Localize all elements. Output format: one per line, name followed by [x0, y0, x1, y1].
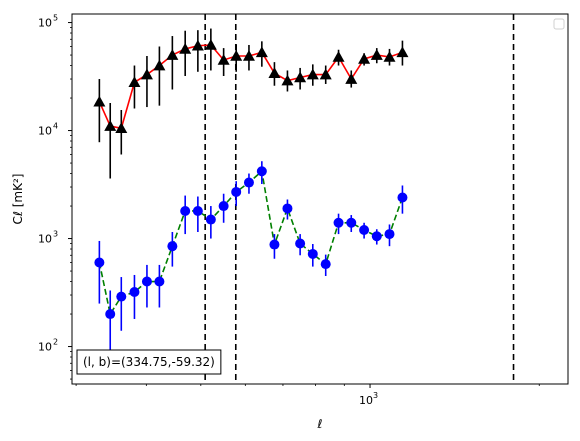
series-2 [94, 161, 408, 364]
data-point-triangle [140, 68, 153, 80]
series-1 [93, 28, 409, 179]
y-tick-label-exponent: 4 [53, 122, 58, 131]
legend [553, 18, 565, 30]
data-point-triangle [217, 54, 230, 65]
data-point-circle [384, 229, 395, 240]
annotation: (l, b)=(334.75,-59.32) [76, 349, 222, 375]
data-point-circle [243, 177, 254, 188]
data-point-circle [105, 309, 116, 320]
y-tick-label-exponent: 3 [53, 230, 58, 239]
x-tick-label: 10 [359, 394, 373, 407]
y-tick-label-exponent: 2 [53, 338, 58, 347]
data-point-triangle [179, 42, 192, 54]
data-point-circle [359, 224, 370, 235]
data-point-triangle [268, 67, 281, 78]
y-tick-label-exponent: 5 [53, 14, 58, 23]
data-point-circle [94, 257, 105, 268]
axis-ticks: 10 210 310 410 510 3 [38, 14, 540, 407]
annotation-text: (l, b)=(334.75,-59.32) [83, 355, 215, 369]
data-point-triangle [93, 95, 106, 107]
y-tick-label: 10 [38, 341, 52, 354]
data-point-triangle [358, 52, 371, 64]
data-point-circle [231, 186, 242, 197]
data-point-triangle [294, 71, 307, 83]
data-point-circle [295, 238, 306, 249]
annotation-box [76, 349, 222, 375]
data-point-triangle [128, 76, 141, 88]
data-point-circle [256, 166, 267, 177]
data-point-circle [397, 192, 408, 203]
data-point-circle [282, 203, 293, 214]
data-point-triangle [319, 68, 332, 80]
data-point-circle [192, 205, 203, 216]
legend-box [553, 18, 565, 30]
data-point-triangle [166, 49, 179, 60]
plot-frame [71, 13, 569, 385]
y-tick-label: 10 [38, 17, 52, 30]
data-point-circle [320, 259, 331, 270]
data-point-triangle [332, 50, 345, 62]
y-tick-label: 10 [38, 233, 52, 246]
data-point-triangle [383, 50, 396, 62]
x-axis-label: ℓ [317, 417, 323, 431]
data-point-triangle [242, 50, 255, 61]
y-axis-label: Cℓ [mK²] [11, 174, 25, 225]
data-point-circle [116, 291, 127, 302]
x-tick-label-exponent: 3 [373, 391, 378, 400]
data-point-circle [269, 239, 280, 250]
data-point-triangle [230, 50, 243, 61]
data-point-triangle [396, 46, 409, 58]
data-point-triangle [345, 73, 358, 84]
data-point-triangle [370, 49, 383, 60]
data-point-triangle [104, 120, 117, 131]
data-point-circle [141, 276, 152, 287]
data-point-circle [333, 217, 344, 228]
data-point-triangle [191, 39, 204, 51]
data-point-circle [167, 241, 178, 252]
data-point-circle [307, 248, 318, 259]
data-point-triangle [255, 46, 268, 58]
data-point-circle [371, 231, 382, 242]
data-point-triangle [306, 68, 319, 80]
data-point-triangle [153, 59, 166, 71]
data-point-circle [129, 286, 140, 297]
data-point-triangle [281, 74, 294, 86]
data-point-circle [205, 214, 216, 225]
data-point-triangle [115, 122, 128, 134]
data-point-triangle [204, 38, 217, 50]
data-point-circle [346, 217, 357, 228]
data-point-circle [180, 205, 191, 216]
data-point-circle [218, 201, 229, 212]
data-point-circle [154, 276, 165, 287]
series-layer [93, 28, 409, 364]
y-tick-label: 10 [38, 125, 52, 138]
